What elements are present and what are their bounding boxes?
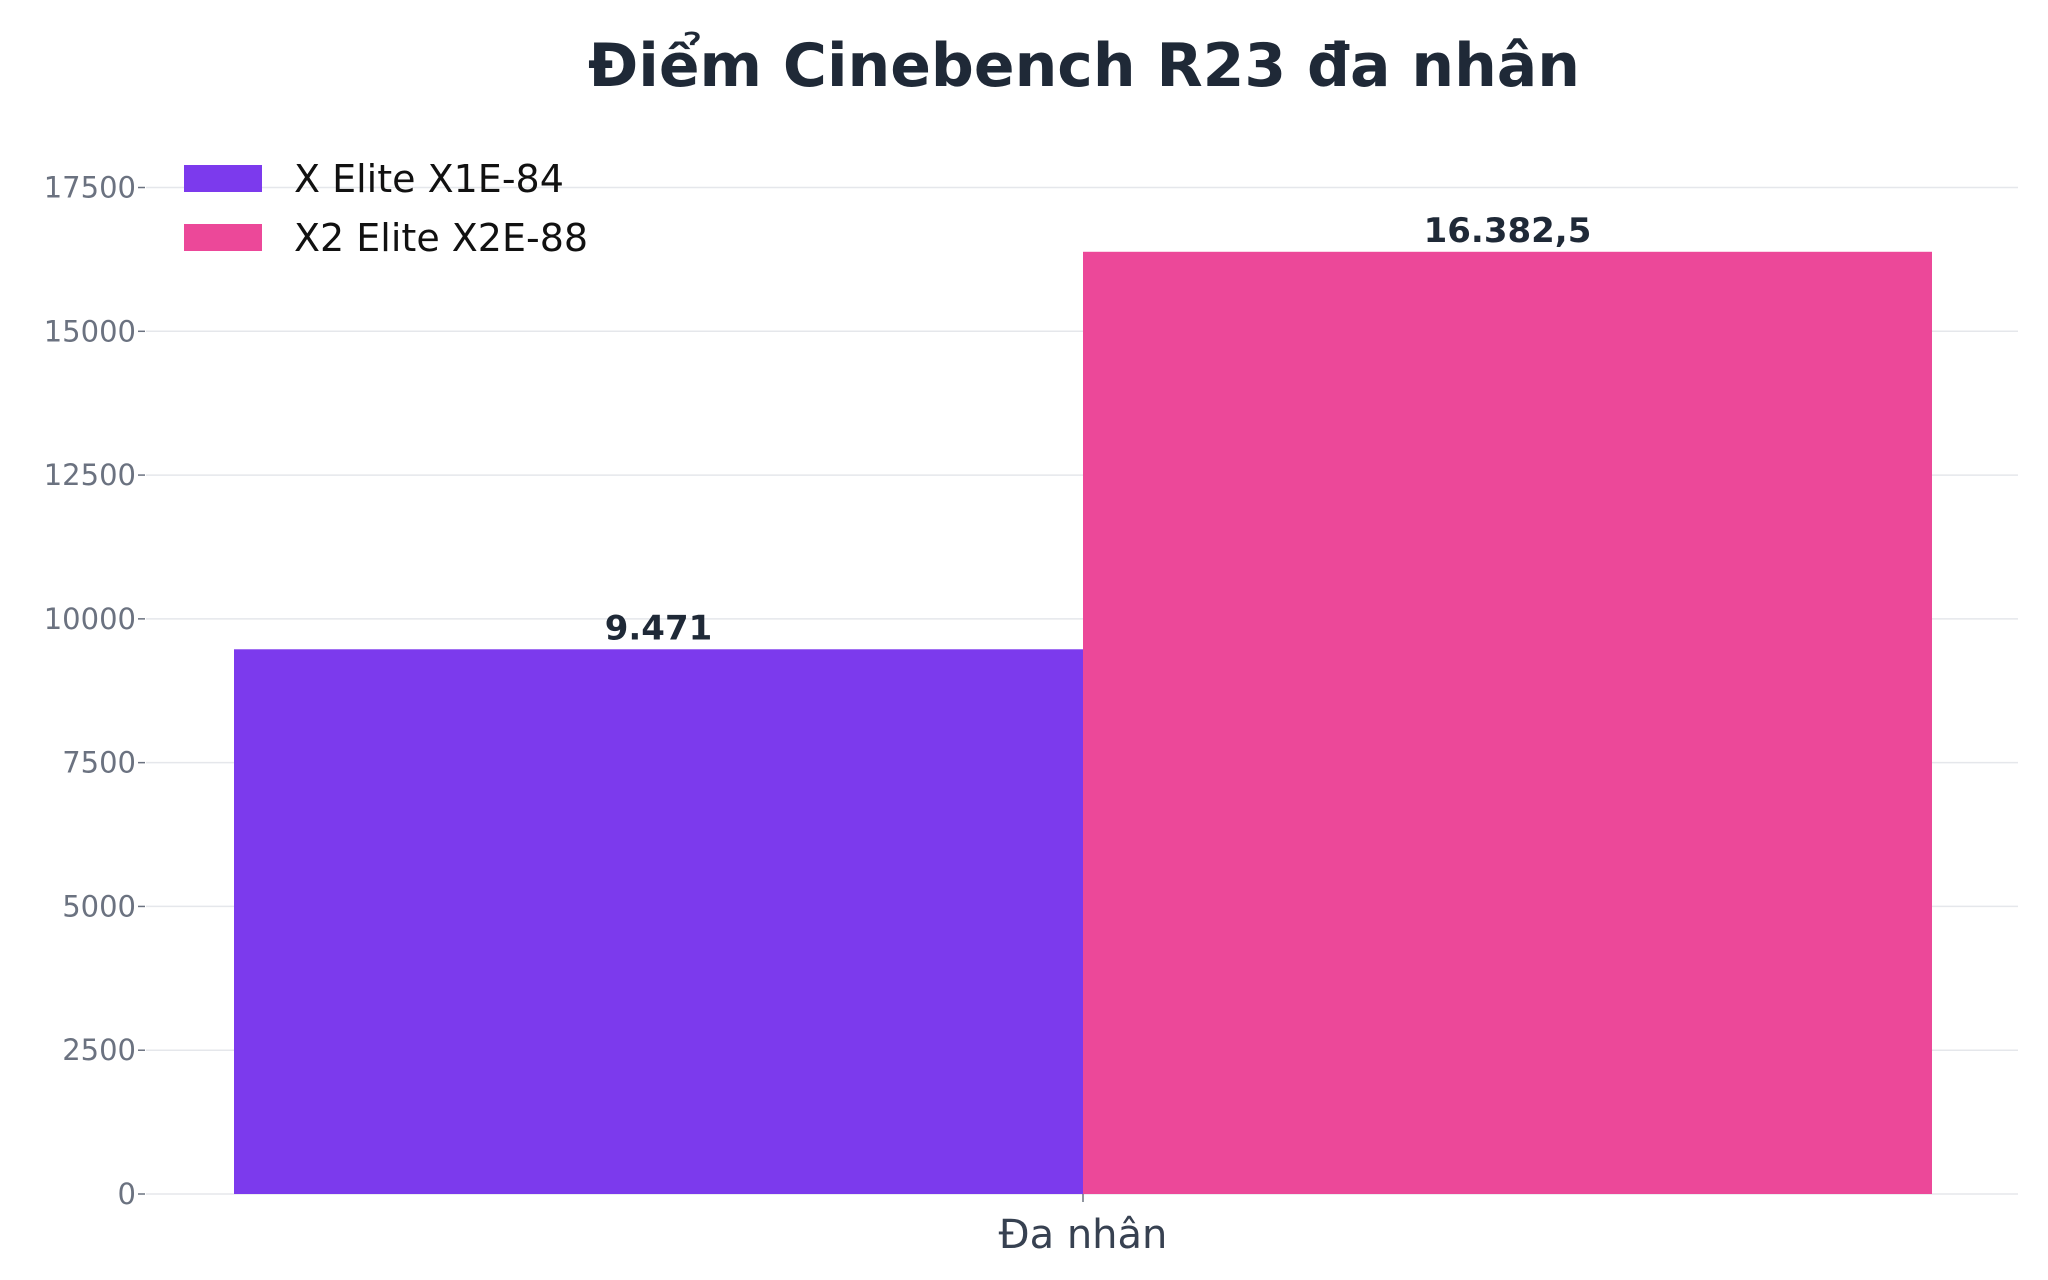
legend: X Elite X1E-84 X2 Elite X2E-88 bbox=[184, 157, 588, 260]
y-tick-label: 0 bbox=[118, 1177, 136, 1211]
chart-title: Điểm Cinebench R23 đa nhân bbox=[588, 30, 1580, 101]
y-axis: 0 2500 5000 7500 10000 12500 15000 17500 bbox=[44, 171, 145, 1211]
x-tick-label: Đa nhân bbox=[999, 1212, 1168, 1258]
bar-2 bbox=[1083, 251, 1932, 1195]
y-tick-label: 15000 bbox=[44, 314, 136, 348]
legend-swatch bbox=[184, 165, 262, 192]
value-labels: 9.471 16.382,5 bbox=[605, 211, 1592, 649]
value-label: 16.382,5 bbox=[1424, 211, 1592, 251]
value-label: 9.471 bbox=[605, 608, 713, 648]
legend-swatch bbox=[184, 224, 262, 251]
y-tick-label: 5000 bbox=[62, 889, 136, 923]
y-tick-label: 12500 bbox=[44, 458, 136, 492]
bars bbox=[234, 251, 1932, 1195]
y-tick-label: 7500 bbox=[62, 746, 136, 780]
legend-label: X Elite X1E-84 bbox=[294, 157, 564, 201]
legend-label: X2 Elite X2E-88 bbox=[294, 216, 588, 260]
x-axis: Đa nhân bbox=[999, 1194, 1168, 1258]
y-tick-label: 10000 bbox=[44, 602, 136, 636]
y-tick-label: 2500 bbox=[62, 1033, 136, 1067]
bar-1 bbox=[234, 649, 1083, 1194]
y-tick-label: 17500 bbox=[44, 171, 136, 205]
